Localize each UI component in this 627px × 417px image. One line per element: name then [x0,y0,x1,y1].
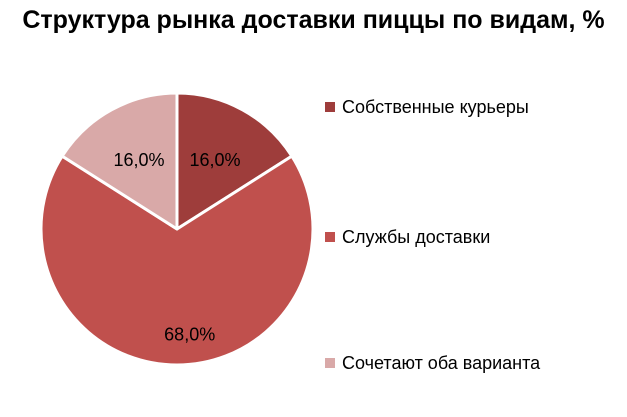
legend-item-own-couriers: Собственные курьеры [325,96,529,118]
slice-delivery-services [39,154,315,367]
slice-own-couriers [175,91,294,231]
slice-label-delivery-services: 68,0% [164,324,215,344]
chart-title: Структура рынка доставки пиццы по видам,… [22,6,605,34]
legend-item-both-options: Сочетают оба варианта [325,352,540,374]
legend-label: Сочетают оба варианта [342,352,541,373]
legend-label: Собственные курьеры [342,96,529,117]
legend-swatch [325,102,335,112]
slice-both-options [60,91,179,231]
slice-label-both-options: 16,0% [113,150,164,170]
legend-item-delivery-services: Службы доставки [325,226,490,248]
legend-swatch [325,358,335,368]
legend-swatch [325,232,335,242]
legend-label: Службы доставки [342,226,491,247]
slice-label-own-couriers: 16,0% [189,150,240,170]
